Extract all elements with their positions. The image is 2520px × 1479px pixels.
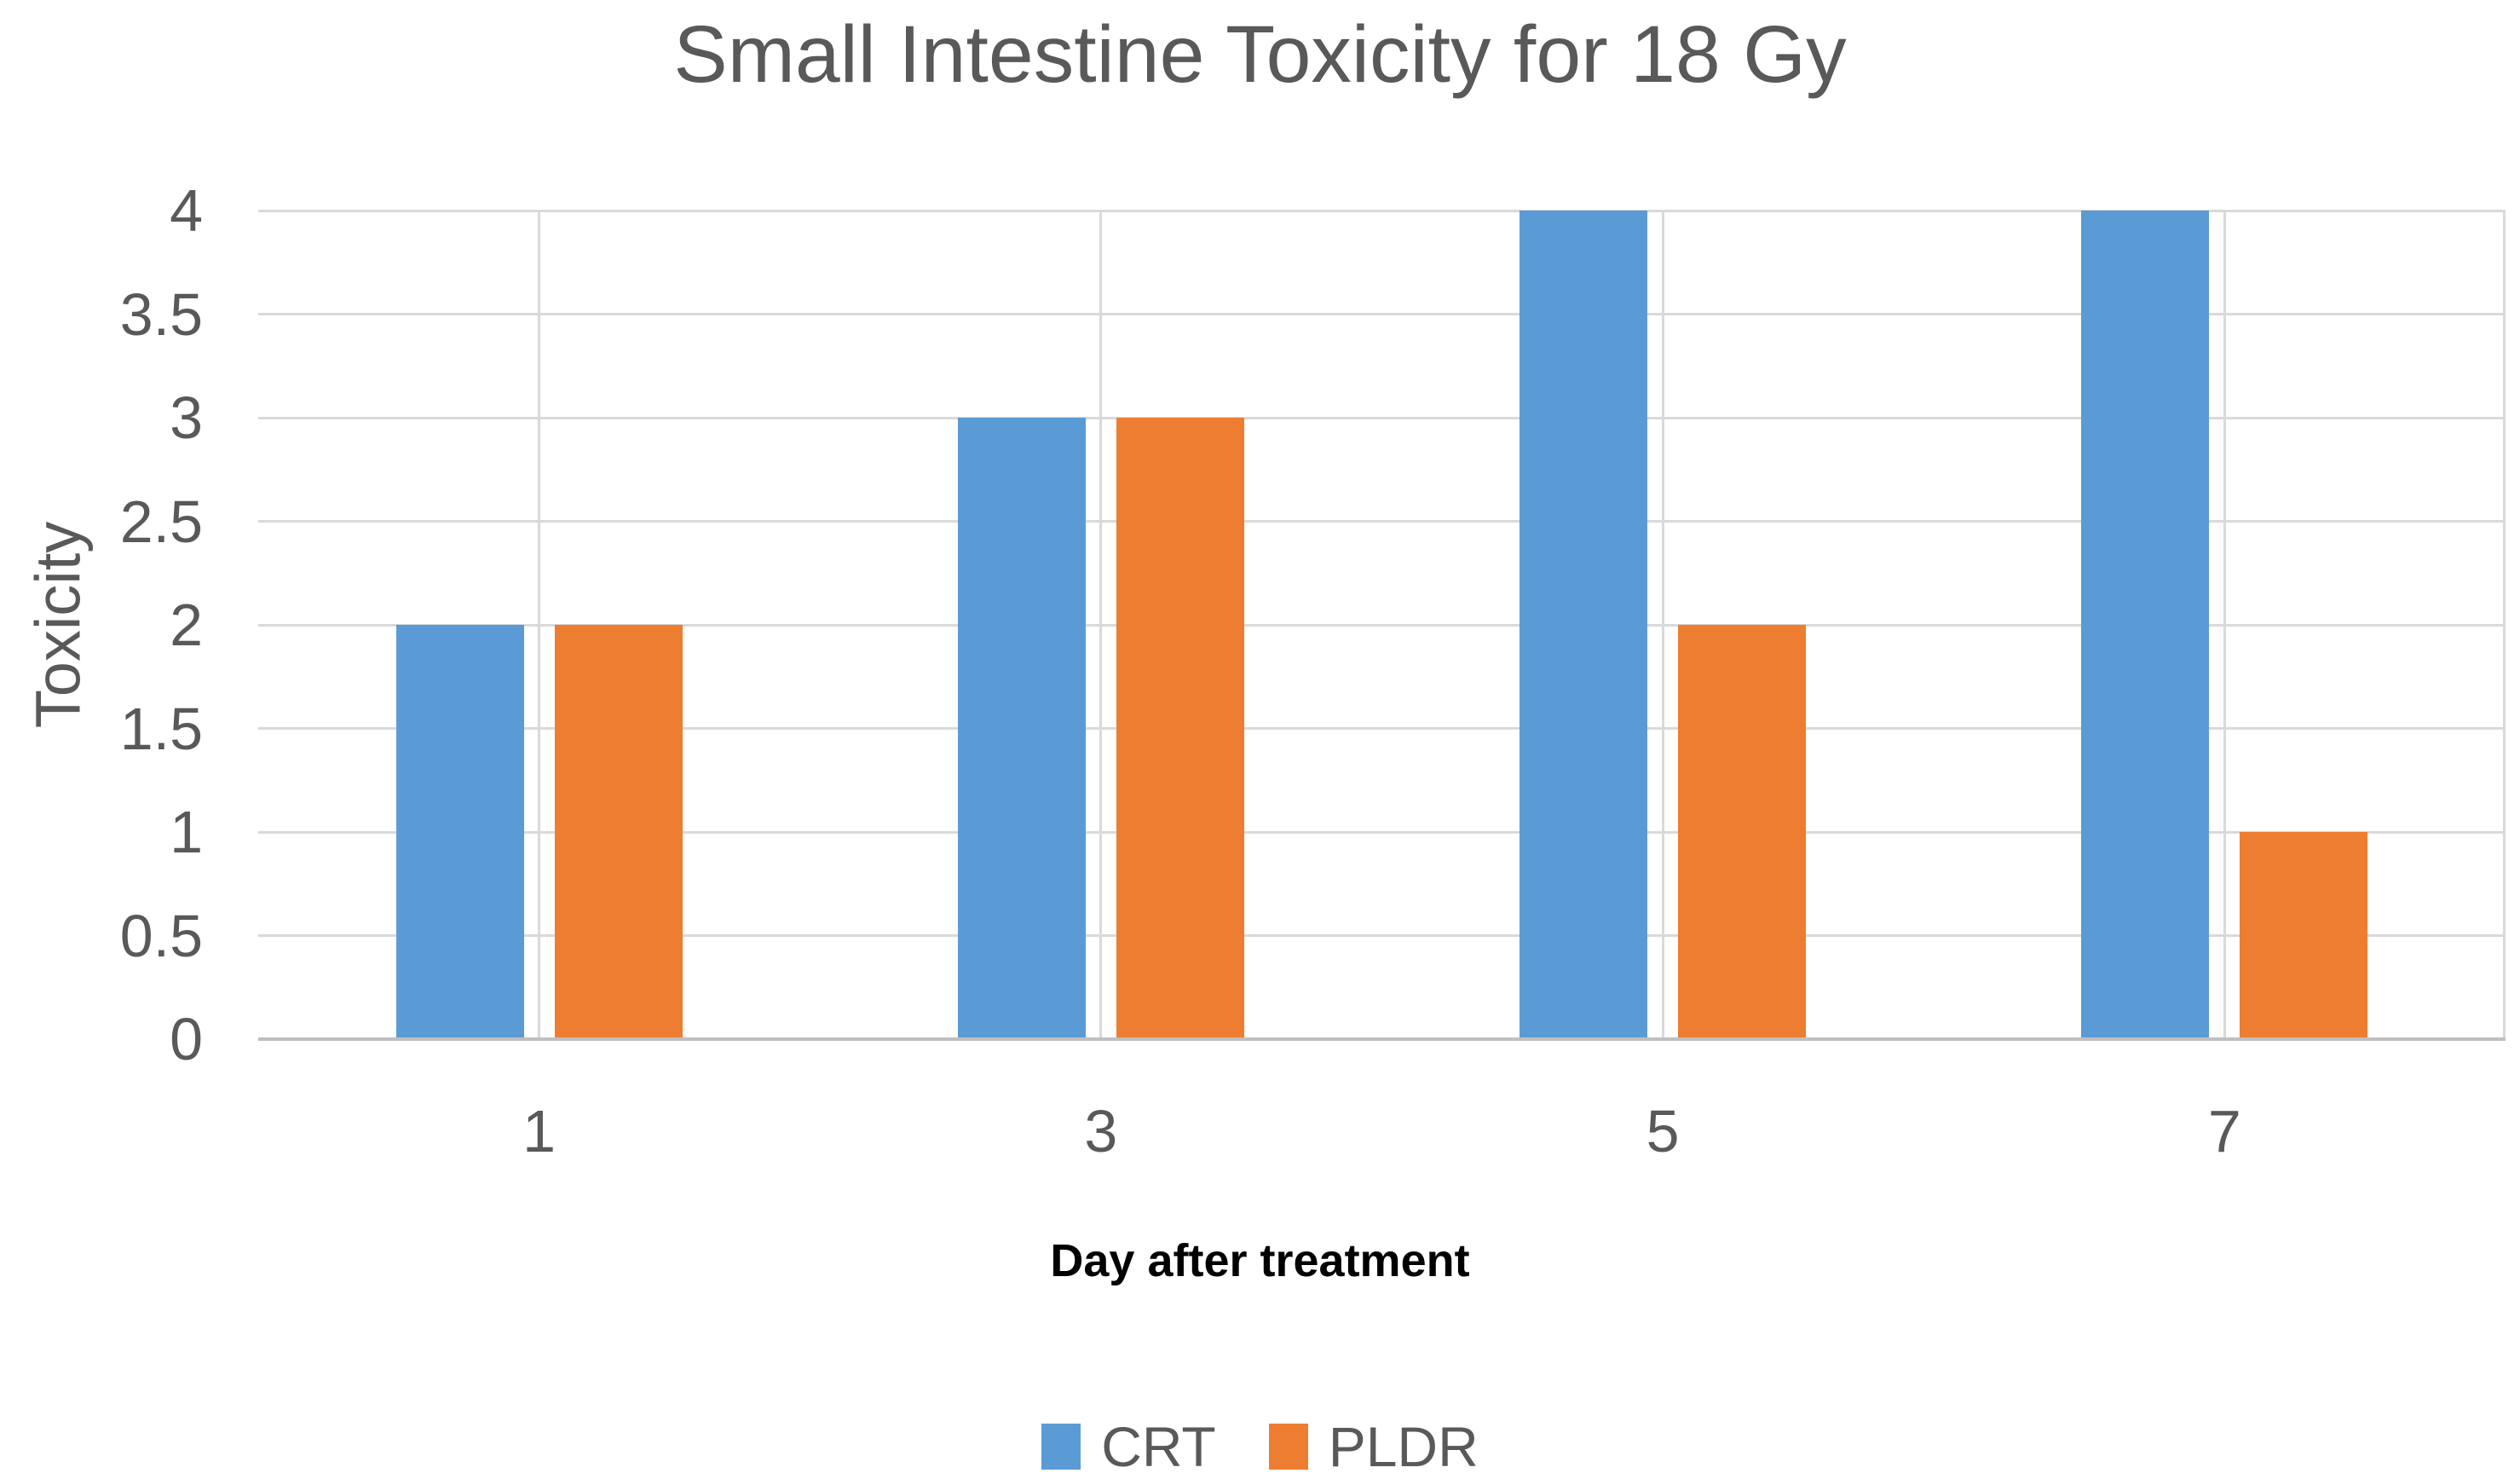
y-tick-label: 2: [170, 592, 203, 658]
y-tick-label: 0: [170, 1006, 203, 1072]
v-gridline: [1099, 211, 1103, 1039]
x-tick-label: 3: [1084, 1098, 1118, 1164]
bar-pldr-day-1: [554, 625, 683, 1039]
v-gridline-right-edge: [2503, 211, 2506, 1039]
bar-crt-day-3: [957, 418, 1086, 1039]
x-axis-title: Day after treatment: [1050, 1235, 1470, 1286]
legend-swatch-crt: [1041, 1424, 1081, 1470]
bar-crt-day-7: [2081, 211, 2210, 1039]
v-gridline: [538, 211, 541, 1039]
y-tick-label: 1: [170, 799, 203, 865]
y-tick-label: 0.5: [119, 902, 203, 969]
y-tick-label: 3: [170, 384, 203, 451]
y-tick-label: 3.5: [119, 280, 203, 348]
y-tick-label: 2.5: [119, 488, 203, 555]
h-gridline: [258, 416, 2506, 419]
h-gridline: [258, 727, 2506, 730]
x-tick-label: 1: [522, 1098, 556, 1164]
h-gridline: [258, 934, 2506, 937]
x-tick-label: 7: [2207, 1098, 2241, 1164]
h-gridline: [258, 830, 2506, 834]
bar-pldr-day-5: [1678, 625, 1807, 1039]
y-tick-label: 1.5: [119, 695, 203, 762]
h-gridline: [258, 623, 2506, 627]
v-gridline: [1661, 211, 1664, 1039]
h-gridline: [258, 313, 2506, 315]
v-gridline: [2223, 211, 2226, 1039]
h-gridline: [258, 520, 2506, 523]
x-axis-line: [258, 1037, 2506, 1041]
bar-crt-day-5: [1519, 211, 1648, 1039]
bar-pldr-day-7: [2240, 832, 2368, 1039]
chart-title: Small Intestine Toxicity for 18 Gy: [673, 9, 1847, 100]
legend-item-crt: CRT: [1041, 1415, 1216, 1478]
legend-swatch-pldr: [1268, 1424, 1308, 1470]
legend-label-crt: CRT: [1101, 1415, 1216, 1478]
h-gridline: [258, 209, 2506, 212]
legend-item-pldr: PLDR: [1268, 1415, 1479, 1478]
bar-crt-day-1: [395, 625, 524, 1039]
x-tick-label: 5: [1646, 1098, 1680, 1164]
plot-area: [258, 209, 2506, 1041]
legend: CRT PLDR: [0, 1418, 2520, 1475]
legend-label-pldr: PLDR: [1328, 1415, 1479, 1478]
bar-pldr-day-3: [1116, 418, 1244, 1039]
y-tick-label: 4: [170, 177, 203, 244]
